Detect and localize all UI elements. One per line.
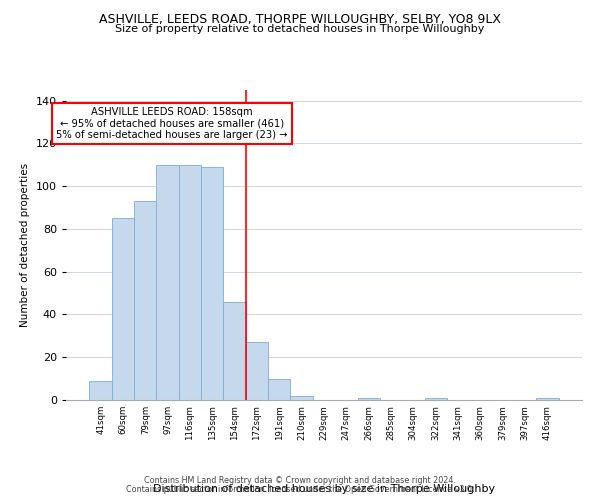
Bar bbox=[179, 165, 201, 400]
Text: Size of property relative to detached houses in Thorpe Willoughby: Size of property relative to detached ho… bbox=[115, 24, 485, 34]
Text: Contains HM Land Registry data © Crown copyright and database right 2024.: Contains HM Land Registry data © Crown c… bbox=[144, 476, 456, 485]
Bar bbox=[246, 342, 268, 400]
Bar bbox=[157, 165, 179, 400]
Bar bbox=[89, 381, 112, 400]
Bar bbox=[134, 201, 157, 400]
Bar bbox=[358, 398, 380, 400]
Bar bbox=[223, 302, 246, 400]
Bar bbox=[536, 398, 559, 400]
Bar bbox=[425, 398, 447, 400]
Bar bbox=[290, 396, 313, 400]
Bar bbox=[112, 218, 134, 400]
X-axis label: Distribution of detached houses by size in Thorpe Willoughby: Distribution of detached houses by size … bbox=[153, 484, 495, 494]
Text: ASHVILLE LEEDS ROAD: 158sqm
← 95% of detached houses are smaller (461)
5% of sem: ASHVILLE LEEDS ROAD: 158sqm ← 95% of det… bbox=[56, 107, 288, 140]
Text: ASHVILLE, LEEDS ROAD, THORPE WILLOUGHBY, SELBY, YO8 9LX: ASHVILLE, LEEDS ROAD, THORPE WILLOUGHBY,… bbox=[99, 12, 501, 26]
Y-axis label: Number of detached properties: Number of detached properties bbox=[20, 163, 30, 327]
Bar bbox=[201, 167, 223, 400]
Text: Contains public sector information licensed under the Open Government Licence v3: Contains public sector information licen… bbox=[126, 485, 474, 494]
Bar bbox=[268, 378, 290, 400]
